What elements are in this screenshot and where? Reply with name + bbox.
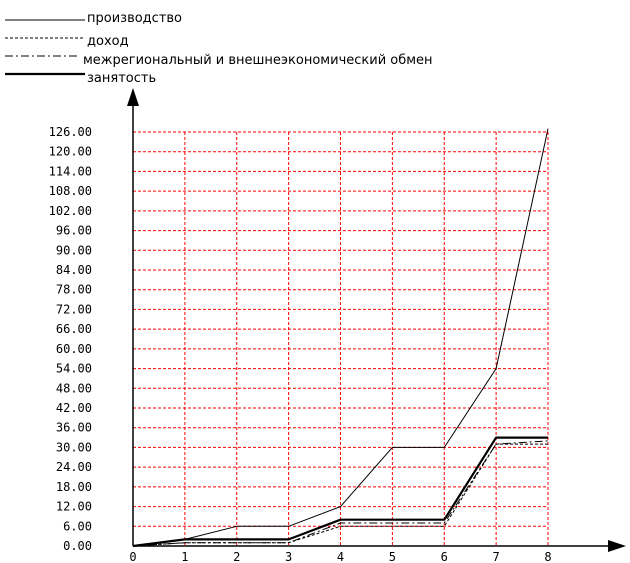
y-tick-label: 42.00	[56, 401, 92, 415]
x-tick-label: 1	[181, 550, 188, 563]
y-tick-label: 0.00	[63, 539, 92, 553]
x-tick-label: 8	[544, 550, 551, 563]
y-tick-label: 48.00	[56, 381, 92, 395]
y-tick-label: 84.00	[56, 263, 92, 277]
x-tick-label: 3	[285, 550, 292, 563]
y-tick-label: 60.00	[56, 342, 92, 356]
x-tick-label: 6	[441, 550, 448, 563]
legend-label-3: межрегиональный и внешнеэкономический об…	[83, 53, 433, 68]
y-tick-label: 72.00	[56, 302, 92, 316]
y-tick-label: 12.00	[56, 500, 92, 514]
x-tick-label: 0	[129, 550, 136, 563]
y-tick-label: 126.00	[49, 125, 92, 139]
legend: производство доход межрегиональный и внешн…	[5, 11, 433, 86]
y-tick-label: 114.00	[49, 164, 92, 178]
y-axis-arrow	[127, 88, 139, 106]
y-tick-label: 78.00	[56, 283, 92, 297]
series-line-2	[132, 443, 548, 547]
x-axis-arrow	[608, 540, 626, 552]
legend-label-1: производство	[87, 11, 182, 26]
y-tick-label: 6.00	[63, 519, 92, 533]
x-tick-label: 2	[233, 550, 240, 563]
y-tick-label: 90.00	[56, 243, 92, 257]
y-tick-label: 30.00	[56, 440, 92, 454]
y-tick-label: 66.00	[56, 322, 92, 336]
y-tick-label: 120.00	[49, 145, 92, 159]
legend-label-4: занятость	[87, 71, 156, 86]
y-tick-label: 24.00	[56, 460, 92, 474]
y-tick-label: 108.00	[49, 184, 92, 198]
y-tick-label: 18.00	[56, 480, 92, 494]
y-tick-label: 36.00	[56, 421, 92, 435]
series-line-1	[132, 128, 549, 547]
series-lines	[132, 128, 549, 548]
x-tick-labels: 0 1 2 3 4 5 6 7 8	[129, 550, 551, 563]
y-tick-label: 102.00	[49, 204, 92, 218]
series-line-4	[132, 436, 548, 548]
y-tick-label: 54.00	[56, 362, 92, 376]
x-tick-label: 4	[337, 550, 344, 563]
grid	[133, 131, 549, 547]
series-line-3	[132, 440, 549, 547]
y-tick-label: 96.00	[56, 224, 92, 238]
legend-label-2: доход	[87, 34, 129, 49]
axes	[127, 88, 626, 552]
x-tick-label: 7	[493, 550, 500, 563]
y-tick-labels: 0.00 6.00 12.00 18.00 24.00 30.00 36.00 42.00 48…	[49, 125, 92, 553]
x-tick-label: 5	[389, 550, 396, 563]
